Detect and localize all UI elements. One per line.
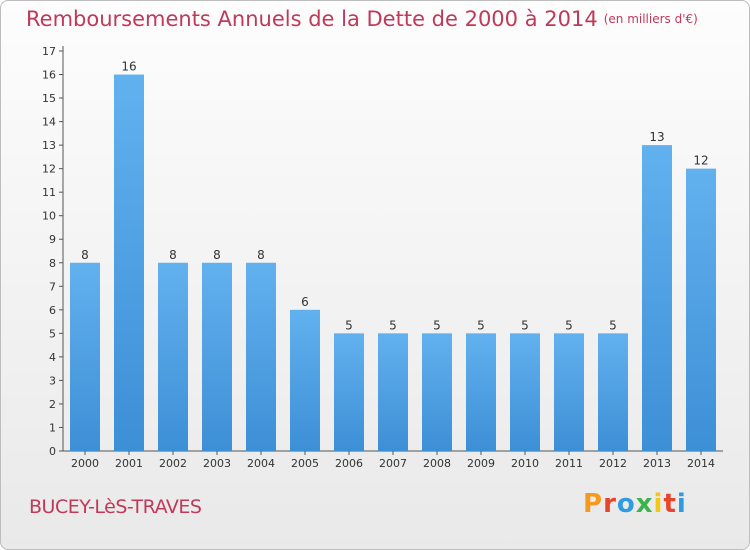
data-label: 5	[477, 318, 485, 332]
y-tick-label: 13	[42, 139, 56, 152]
bar	[158, 262, 188, 451]
data-label: 5	[521, 318, 529, 332]
data-label: 16	[121, 60, 136, 74]
bar	[554, 333, 584, 451]
bar	[334, 333, 364, 451]
x-tick-label: 2003	[203, 457, 231, 470]
logo-letter: i	[653, 489, 664, 519]
logo-letter: o	[616, 489, 636, 519]
y-tick-label: 6	[49, 304, 56, 317]
logo-letter: t	[663, 489, 677, 519]
bar	[510, 333, 540, 451]
data-label: 8	[81, 248, 89, 262]
data-label: 12	[693, 154, 708, 168]
y-tick-label: 8	[49, 257, 56, 270]
x-tick-label: 2010	[511, 457, 539, 470]
bar	[422, 333, 452, 451]
x-tick-label: 2001	[115, 457, 143, 470]
data-label: 6	[301, 295, 309, 309]
y-tick-label: 11	[42, 186, 56, 199]
data-label: 8	[169, 248, 177, 262]
y-tick-label: 16	[42, 69, 56, 82]
logo-letter: x	[635, 489, 654, 519]
y-tick-label: 7	[49, 280, 56, 293]
x-tick-label: 2011	[555, 457, 583, 470]
y-tick-label: 2	[49, 398, 56, 411]
y-tick-label: 17	[42, 45, 56, 58]
x-tick-label: 2005	[291, 457, 319, 470]
place-name: BUCEY-LèS-TRAVES	[29, 496, 202, 518]
chart-title: Remboursements Annuels de la Dette de 20…	[26, 7, 698, 31]
x-tick-label: 2013	[643, 457, 671, 470]
x-tick-label: 2000	[71, 457, 99, 470]
chart-title-text: Remboursements Annuels de la Dette de 20…	[26, 7, 598, 31]
y-tick-label: 10	[42, 210, 56, 223]
data-label: 5	[565, 318, 573, 332]
proxiti-logo: Proxiti	[583, 489, 687, 519]
bar	[598, 333, 628, 451]
bar	[114, 74, 144, 451]
x-tick-label: 2008	[423, 457, 451, 470]
data-label: 5	[345, 318, 353, 332]
y-tick-label: 3	[49, 374, 56, 387]
data-label: 5	[433, 318, 441, 332]
x-tick-label: 2004	[247, 457, 275, 470]
data-label: 5	[609, 318, 617, 332]
y-tick-label: 0	[49, 445, 56, 458]
y-tick-label: 12	[42, 163, 56, 176]
data-label: 8	[213, 248, 221, 262]
y-tick-label: 5	[49, 327, 56, 340]
bar	[70, 262, 100, 451]
x-tick-label: 2002	[159, 457, 187, 470]
bar	[202, 262, 232, 451]
bar	[378, 333, 408, 451]
data-label: 5	[389, 318, 397, 332]
logo-letter: i	[676, 489, 687, 519]
x-tick-label: 2009	[467, 457, 495, 470]
bar	[290, 309, 320, 451]
x-tick-label: 2006	[335, 457, 363, 470]
bar	[686, 168, 716, 451]
y-tick-label: 14	[42, 116, 56, 129]
data-label: 13	[649, 130, 664, 144]
bar	[642, 145, 672, 451]
y-tick-label: 9	[49, 233, 56, 246]
x-tick-label: 2012	[599, 457, 627, 470]
y-tick-label: 4	[49, 351, 56, 364]
y-tick-label: 15	[42, 92, 56, 105]
logo-letter: r	[603, 489, 617, 519]
bar	[246, 262, 276, 451]
data-label: 8	[257, 248, 265, 262]
x-tick-label: 2014	[687, 457, 715, 470]
bar	[466, 333, 496, 451]
chart-unit: (en milliers d'€)	[603, 12, 698, 26]
logo-letter: P	[583, 489, 604, 519]
x-tick-label: 2007	[379, 457, 407, 470]
y-tick-label: 1	[49, 421, 56, 434]
